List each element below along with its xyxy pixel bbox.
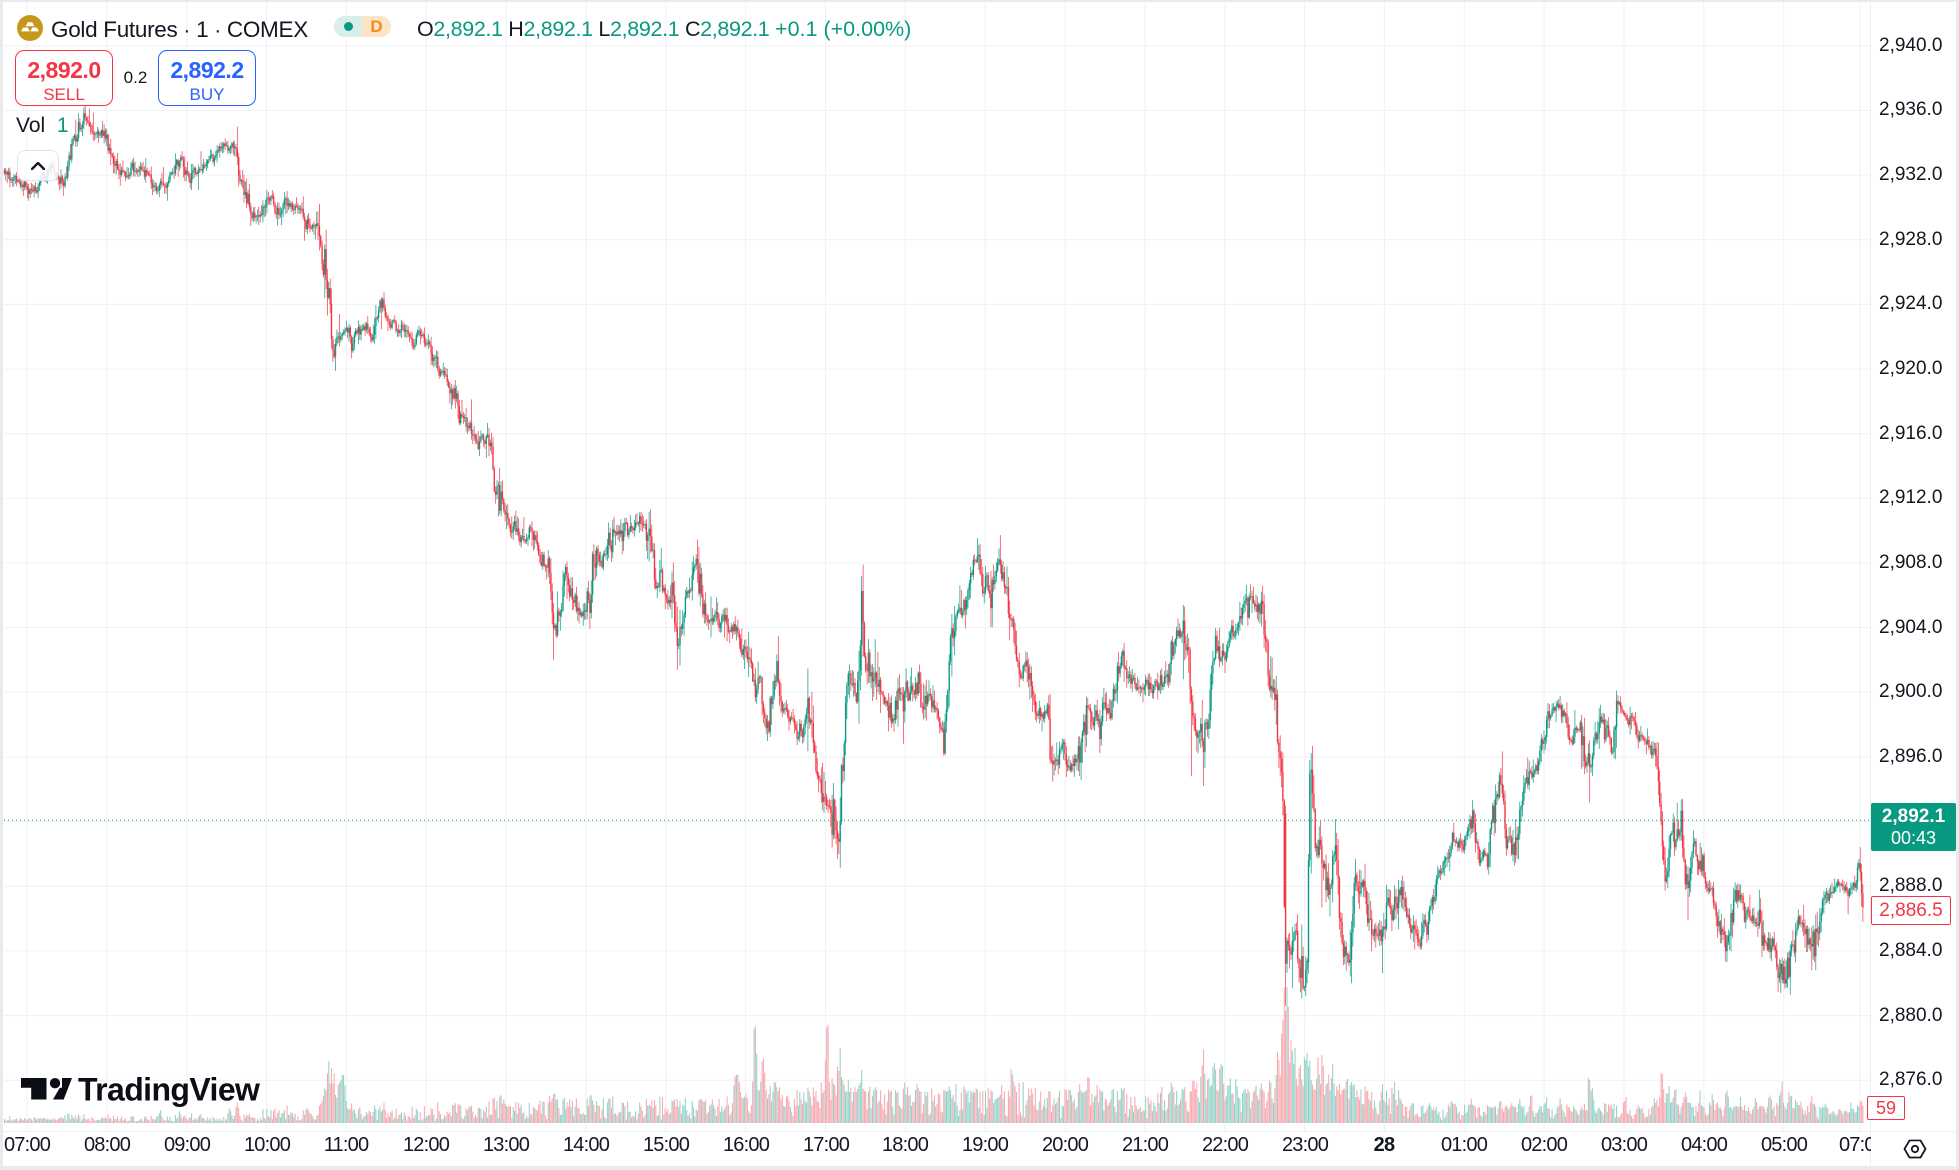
svg-text:TradingView: TradingView [78,1076,260,1108]
